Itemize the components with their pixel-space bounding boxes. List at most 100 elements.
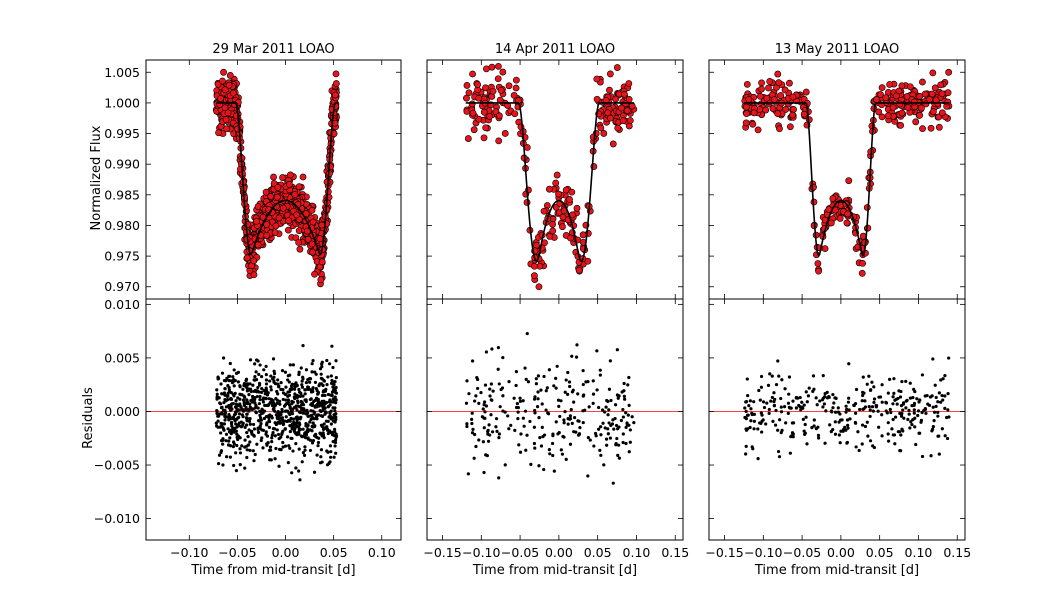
residual-point — [536, 397, 540, 401]
residual-point — [561, 434, 565, 439]
residual-point — [470, 421, 474, 426]
residual-point — [619, 418, 623, 423]
residual-point — [854, 387, 859, 392]
residual-point — [539, 388, 543, 392]
residual-point — [568, 414, 572, 418]
residual-point — [507, 380, 511, 384]
residual-point — [310, 402, 314, 406]
residual-point — [297, 430, 301, 434]
residual-point — [523, 409, 528, 413]
flux-point — [762, 106, 770, 114]
flux-point — [285, 180, 293, 188]
residual-point — [546, 411, 550, 415]
residual-point — [286, 374, 290, 378]
residual-point — [923, 407, 927, 411]
residual-point — [844, 410, 848, 414]
residual-point — [566, 422, 570, 426]
residual-point — [256, 419, 261, 423]
residual-point — [320, 393, 325, 398]
residual-point — [327, 362, 332, 366]
residual-point — [316, 413, 321, 417]
residual-point — [563, 410, 567, 414]
residual-point — [251, 400, 255, 404]
residual-point — [831, 406, 835, 410]
residual-point — [281, 391, 286, 395]
residual-point — [853, 421, 858, 425]
residual-point — [762, 405, 767, 410]
flux-point — [892, 92, 900, 100]
residual-point — [778, 418, 782, 422]
flux-point — [262, 188, 270, 196]
residual-x-tick-label: −0.15 — [705, 545, 743, 560]
residual-point — [770, 374, 774, 378]
residual-point — [552, 469, 556, 473]
residual-point — [482, 403, 486, 407]
residual-point — [516, 410, 520, 414]
residual-point — [906, 417, 910, 422]
residual-point — [588, 438, 592, 442]
residual-point — [320, 460, 324, 464]
residual-point — [514, 370, 518, 374]
flux-point — [463, 82, 471, 89]
residual-point — [773, 397, 777, 401]
residual-point — [776, 359, 780, 363]
residual-point — [290, 412, 295, 416]
residual-point — [237, 424, 241, 428]
residual-point — [801, 417, 805, 421]
flux-point — [742, 103, 750, 111]
residual-point — [606, 399, 610, 404]
residual-point — [552, 384, 556, 388]
residual-point — [788, 406, 792, 410]
panel-title: 29 Mar 2011 LOAO — [212, 42, 334, 57]
residual-point — [304, 368, 309, 372]
residual-point — [779, 410, 784, 414]
residual-point — [308, 420, 312, 424]
residual-y-tick-label: 0.000 — [104, 404, 140, 419]
flux-point — [929, 108, 937, 115]
residual-point — [260, 436, 264, 440]
residual-point — [806, 394, 810, 398]
residual-point — [924, 411, 928, 415]
residual-point — [490, 430, 495, 434]
residual-point — [887, 439, 891, 443]
residual-point — [581, 394, 585, 398]
residual-point — [526, 380, 531, 384]
residual-point — [533, 446, 537, 450]
residual-point — [245, 412, 249, 416]
residual-point — [908, 426, 912, 430]
residual-point — [332, 433, 336, 438]
residual-point — [627, 403, 631, 407]
residual-point — [862, 391, 866, 395]
residual-point — [294, 381, 298, 385]
residual-point — [333, 409, 337, 413]
residual-point — [832, 401, 836, 405]
residual-point — [248, 402, 252, 406]
flux-point — [317, 276, 325, 284]
residual-point — [319, 448, 324, 452]
residual-point — [912, 408, 916, 412]
residual-point — [872, 400, 876, 405]
residual-point — [245, 430, 249, 435]
residuals-plot — [146, 344, 401, 482]
residual-point — [606, 432, 610, 436]
residual-point — [899, 449, 903, 453]
residual-point — [294, 441, 298, 446]
flux-point — [567, 234, 574, 242]
residual-point — [270, 440, 274, 444]
residual-point — [610, 422, 615, 426]
residual-point — [905, 398, 909, 402]
residual-point — [222, 428, 226, 432]
residual-point — [802, 429, 806, 433]
residual-point — [611, 418, 615, 422]
residual-point — [319, 423, 324, 427]
flux-y-tick-label: 0.990 — [104, 157, 140, 172]
residual-point — [321, 405, 325, 410]
residual-point — [297, 432, 301, 436]
residual-x-tick-label: 0.05 — [866, 545, 894, 560]
residual-point — [932, 410, 937, 414]
residual-point — [241, 398, 246, 402]
residual-point — [761, 400, 766, 404]
residual-point — [856, 430, 860, 434]
residual-point — [521, 416, 525, 420]
residual-point — [320, 360, 324, 364]
